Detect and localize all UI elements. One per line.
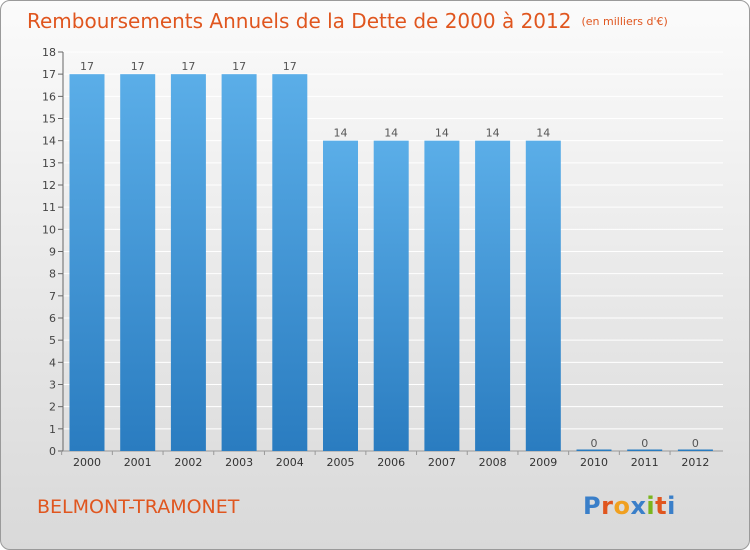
bar xyxy=(120,74,156,452)
logo-letter: t xyxy=(655,492,668,520)
y-tick-label: 10 xyxy=(42,223,56,236)
x-tick-label: 2001 xyxy=(124,456,152,469)
commune-name: BELMONT-TRAMONET xyxy=(37,496,240,518)
proxiti-logo: Proxiti xyxy=(583,492,676,520)
x-tick-label: 2009 xyxy=(529,456,557,469)
x-tick-label: 2006 xyxy=(377,456,405,469)
y-tick-label: 13 xyxy=(42,157,56,170)
x-tick-label: 2010 xyxy=(580,456,608,469)
bar xyxy=(272,74,308,452)
data-label: 14 xyxy=(486,127,500,140)
x-tick-label: 2005 xyxy=(327,456,355,469)
bar xyxy=(525,140,561,451)
y-tick-label: 16 xyxy=(42,90,56,103)
logo-letter: i xyxy=(667,492,676,520)
bars xyxy=(69,74,713,452)
bar xyxy=(576,449,612,451)
logo-letter: i xyxy=(646,492,656,520)
y-tick-label: 2 xyxy=(49,401,56,414)
x-tick-label: 2011 xyxy=(631,456,659,469)
y-tick-label: 8 xyxy=(49,268,56,281)
y-tick-label: 17 xyxy=(42,68,56,81)
bar xyxy=(475,140,511,451)
data-label: 14 xyxy=(334,127,348,140)
logo-letter: o xyxy=(613,492,631,520)
x-tick-label: 2004 xyxy=(276,456,304,469)
x-axis: 2000 2001 2002 2003 2004 2005 2006 2007 2008 2009… xyxy=(61,451,709,469)
data-label: 17 xyxy=(283,60,297,73)
bar xyxy=(323,140,358,451)
bar xyxy=(627,449,663,451)
data-label: 0 xyxy=(641,437,648,450)
y-tick-label: 0 xyxy=(49,445,56,458)
x-tick-label: 2008 xyxy=(479,456,507,469)
x-tick-label: 2002 xyxy=(174,456,202,469)
bar xyxy=(424,140,460,451)
y-tick-label: 14 xyxy=(42,135,56,148)
bar xyxy=(373,140,409,451)
data-label: 17 xyxy=(80,60,94,73)
x-tick-label: 2012 xyxy=(681,456,709,469)
y-tick-label: 5 xyxy=(49,334,56,347)
bar xyxy=(677,449,713,451)
bar xyxy=(69,74,105,452)
x-tick-label: 2003 xyxy=(225,456,253,469)
y-tick-label: 7 xyxy=(49,290,56,303)
data-label: 0 xyxy=(591,437,598,450)
y-tick-label: 6 xyxy=(49,312,56,325)
title-text: Remboursements Annuels de la Dette de 20… xyxy=(27,9,572,33)
y-tick-label: 9 xyxy=(49,246,56,259)
data-label: 14 xyxy=(536,127,550,140)
x-tick-label: 2000 xyxy=(73,456,101,469)
x-tick-label: 2007 xyxy=(428,456,456,469)
logo-letter: x xyxy=(630,492,647,520)
data-label: 17 xyxy=(181,60,195,73)
y-tick-label: 4 xyxy=(49,356,56,369)
y-tick-label: 12 xyxy=(42,179,56,192)
y-tick-label: 3 xyxy=(49,379,56,392)
data-label: 14 xyxy=(384,127,398,140)
data-label: 14 xyxy=(435,127,449,140)
y-tick-label: 11 xyxy=(42,201,56,214)
data-label: 17 xyxy=(131,60,145,73)
chart-title: Remboursements Annuels de la Dette de 20… xyxy=(27,9,668,33)
data-label: 0 xyxy=(692,437,699,450)
bar xyxy=(170,74,206,452)
unit-label: (en milliers d'€) xyxy=(581,15,668,28)
data-label: 17 xyxy=(232,60,246,73)
data-labels: 17 17 17 17 17 14 14 14 14 14 0 0 0 xyxy=(80,60,699,450)
y-tick-label: 15 xyxy=(42,113,56,126)
y-tick-label: 18 xyxy=(42,46,56,59)
logo-letter: r xyxy=(601,492,614,520)
logo-letter: P xyxy=(583,492,602,520)
y-tick-label: 1 xyxy=(49,423,56,436)
bar xyxy=(221,74,257,452)
